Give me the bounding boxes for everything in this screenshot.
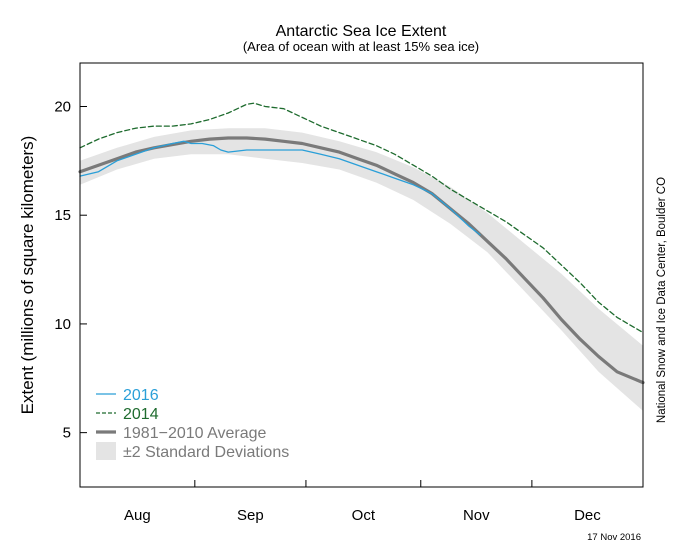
x-axis: Aug Sep Oct Nov Dec bbox=[124, 480, 601, 524]
y-axis: 5 10 15 20 bbox=[54, 98, 87, 442]
y-tick-label: 15 bbox=[54, 207, 71, 224]
legend: 2016 2014 1981−2010 Average ±2 Standard Dev… bbox=[96, 387, 289, 461]
x-tick-label: Oct bbox=[352, 507, 376, 524]
series-line-2014 bbox=[79, 102, 644, 334]
std-dev-band bbox=[80, 128, 643, 411]
legend-label: 1981−2010 Average bbox=[123, 425, 267, 442]
x-tick-label: Nov bbox=[463, 507, 490, 524]
legend-label: 2014 bbox=[123, 406, 159, 423]
std-dev-band-layer bbox=[80, 128, 643, 411]
x-tick-label: Aug bbox=[124, 507, 151, 524]
y-tick-label: 10 bbox=[54, 316, 71, 333]
date-stamp: 17 Nov 2016 bbox=[587, 532, 641, 543]
credit-text: National Snow and Ice Data Center, Bould… bbox=[656, 177, 668, 423]
y-axis-label: Extent (millions of square kilometers) bbox=[18, 136, 37, 415]
plot-frame bbox=[79, 62, 644, 488]
legend-label: ±2 Standard Deviations bbox=[123, 444, 289, 461]
y-tick-label: 5 bbox=[63, 425, 71, 442]
chart-title: Antarctic Sea Ice Extent bbox=[276, 23, 447, 40]
chart-subtitle: (Area of ocean with at least 15% sea ice… bbox=[243, 39, 479, 54]
series-line-1981-2010-average bbox=[78, 136, 645, 385]
y-tick-label: 20 bbox=[54, 98, 71, 115]
x-tick-label: Dec bbox=[574, 507, 601, 524]
legend-swatch-band bbox=[96, 442, 116, 460]
series-line-2016 bbox=[79, 140, 481, 236]
series-layer bbox=[78, 102, 645, 385]
x-tick-label: Sep bbox=[237, 507, 264, 524]
legend-label: 2016 bbox=[123, 387, 159, 404]
